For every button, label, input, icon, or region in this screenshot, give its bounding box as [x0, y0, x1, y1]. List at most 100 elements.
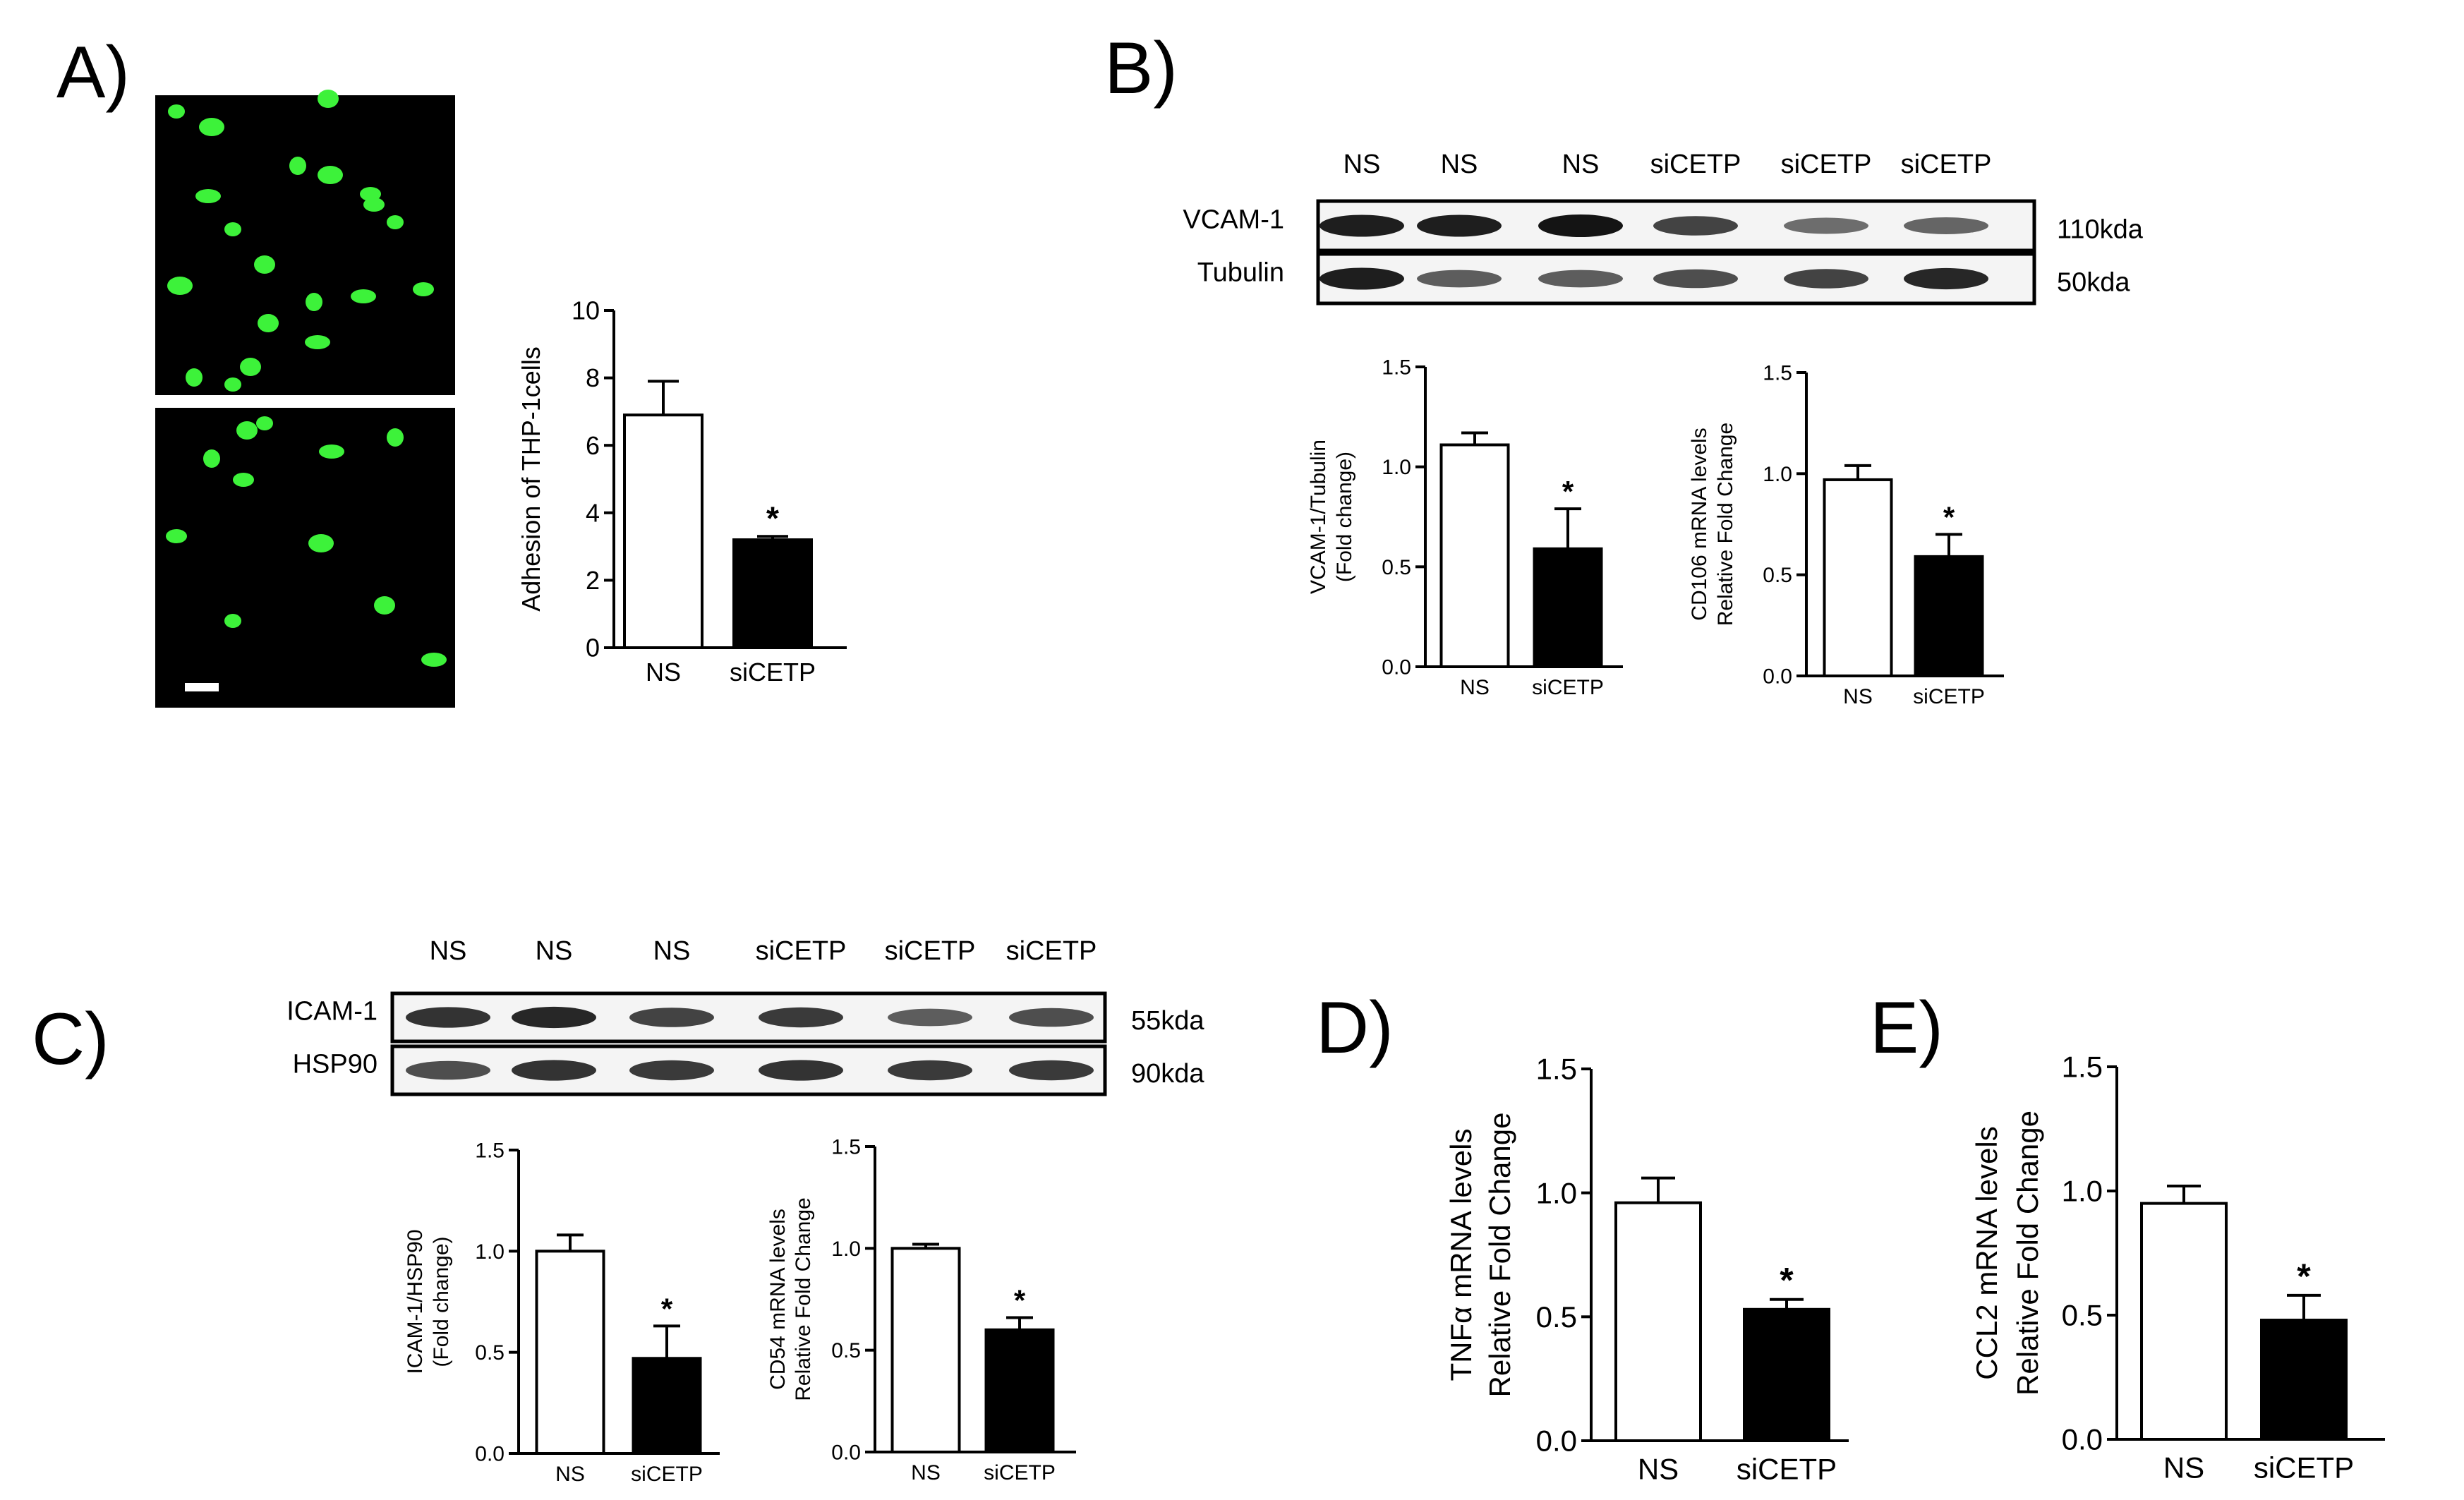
bar — [1439, 443, 1510, 668]
fluorescent-cell — [351, 289, 376, 303]
bar — [632, 1357, 702, 1456]
significance-marker: * — [766, 500, 779, 536]
blot-band — [1904, 267, 1988, 290]
significance-marker: * — [661, 1292, 673, 1325]
lane-label: siCETP — [756, 936, 847, 966]
fluorescent-cell — [224, 222, 241, 236]
panel-label-e: E) — [1870, 987, 1943, 1069]
lane-label: siCETP — [885, 936, 976, 966]
fluorescent-cell — [240, 358, 261, 376]
y-tick-label: 1.0 — [475, 1240, 505, 1264]
blot-band — [1653, 269, 1738, 289]
y-axis-label: ICAM-1/HSP90 — [404, 1229, 427, 1374]
fluorescent-cell — [318, 166, 343, 184]
x-tick-label: siCETP — [730, 658, 816, 687]
y-tick-label: 0 — [586, 634, 600, 663]
y-tick-label: 1.0 — [1763, 463, 1792, 486]
y-axis-label-secondary: Relative Fold Change — [1714, 423, 1737, 627]
bar — [1823, 478, 1893, 678]
significance-marker: * — [1780, 1261, 1794, 1300]
fluorescent-cell — [236, 421, 258, 440]
y-tick-label: 0.5 — [1763, 564, 1792, 587]
blot-band — [759, 1060, 843, 1081]
x-tick-label: NS — [1638, 1453, 1679, 1486]
panel-label-b: B) — [1104, 28, 1178, 109]
blot-band — [629, 1060, 714, 1081]
blot-band — [512, 1060, 596, 1081]
x-tick-label: siCETP — [984, 1461, 1056, 1484]
lane-label: siCETP — [1006, 936, 1097, 966]
bar — [535, 1250, 605, 1456]
y-axis-label-secondary: (Fold change) — [1333, 452, 1356, 582]
fluorescent-cell — [374, 596, 395, 615]
x-tick-label: NS — [1460, 676, 1490, 699]
fluorescent-cell — [413, 282, 434, 296]
bar — [732, 538, 813, 649]
blot-strip — [390, 991, 1107, 1044]
x-tick-label: NS — [2163, 1451, 2204, 1484]
y-tick-label: 1.5 — [2062, 1051, 2103, 1084]
y-tick-label: 0.5 — [475, 1341, 505, 1365]
blot-protein-label: HSP90 — [293, 1049, 378, 1079]
y-tick-label: 1.5 — [1382, 356, 1411, 380]
lane-label: siCETP — [1781, 150, 1872, 179]
chart-cd106-mrna: 0.0 0.5 1.0 1.5 NS * siCETP CD106 mRNA levels Re… — [1688, 362, 2004, 708]
y-tick-label: 0.5 — [831, 1339, 861, 1362]
y-axis-label: CD54 mRNA levels — [766, 1209, 790, 1390]
chart-cd54-mrna: 0.0 0.5 1.0 1.5 NS * siCETP CD54 mRNA levels Rel… — [766, 1136, 1076, 1484]
y-tick-label: 1.0 — [1382, 456, 1411, 479]
y-tick-label: 1.5 — [1536, 1053, 1577, 1086]
y-axis-label-secondary: Relative Fold Change — [792, 1197, 815, 1401]
blot-band — [1784, 217, 1868, 234]
lane-label: siCETP — [1901, 150, 1992, 179]
blot-protein-label: VCAM-1 — [1183, 205, 1284, 235]
fluorescent-cell — [256, 416, 273, 430]
x-tick-label: NS — [911, 1461, 941, 1484]
blot-band — [888, 1008, 972, 1027]
x-tick-label: siCETP — [1737, 1453, 1837, 1486]
y-tick-label: 1.5 — [831, 1136, 861, 1159]
blot-protein-label: Tubulin — [1197, 258, 1284, 288]
fluorescent-cell — [289, 157, 306, 175]
y-axis-label-secondary: Relative Fold Change — [1483, 1113, 1516, 1398]
lane-label: NS — [1441, 150, 1478, 179]
bar — [623, 413, 703, 649]
bar — [2140, 1202, 2228, 1441]
significance-marker: * — [1014, 1283, 1026, 1317]
chart-icam1-hsp90: 0.0 0.5 1.0 1.5 NS * siCETP ICAM-1/HSP90 (Fold c… — [404, 1139, 720, 1486]
blot-band — [1319, 267, 1404, 290]
bar — [1533, 547, 1603, 668]
blot-band — [1009, 1008, 1094, 1027]
x-tick-label: siCETP — [631, 1463, 703, 1486]
bar — [1914, 555, 1984, 677]
panel-label-a: A) — [56, 32, 130, 114]
y-tick-label: 1.0 — [1536, 1176, 1577, 1209]
y-axis-label: CD106 mRNA levels — [1688, 428, 1711, 620]
fluorescent-cell — [258, 314, 279, 332]
blot-band — [1538, 214, 1623, 237]
y-axis-label: VCAM-1/Tubulin — [1307, 440, 1330, 594]
fluorescent-cell — [254, 255, 275, 274]
y-tick-label: 6 — [586, 431, 600, 460]
significance-marker: * — [2297, 1257, 2311, 1296]
y-axis-label: TNFα mRNA levels — [1444, 1129, 1478, 1381]
blot-band — [406, 1007, 490, 1028]
lane-label: siCETP — [1650, 150, 1741, 179]
blot-band — [1538, 270, 1623, 288]
fluorescent-cell — [387, 428, 404, 447]
fluorescent-cell — [167, 277, 193, 295]
blot-band — [629, 1008, 714, 1027]
fluorescent-cell — [363, 198, 385, 212]
blot-strip — [390, 1044, 1107, 1096]
fluorescent-cell — [224, 614, 241, 628]
fluorescent-cell — [168, 104, 185, 119]
fluorescent-cell — [318, 90, 339, 108]
lane-label: NS — [1343, 150, 1381, 179]
chart-adhesion: 0 2 4 6 8 10 NS * siCETP Adhesion of THP-1cells — [517, 296, 847, 687]
y-axis-label: CCL2 mRNA levels — [1970, 1126, 2003, 1379]
x-tick-label: NS — [555, 1463, 585, 1486]
lane-label: NS — [653, 936, 691, 966]
fluorescent-cell — [306, 293, 322, 311]
significance-marker: * — [1943, 500, 1955, 533]
y-axis-label-secondary: Relative Fold Change — [2011, 1111, 2044, 1396]
